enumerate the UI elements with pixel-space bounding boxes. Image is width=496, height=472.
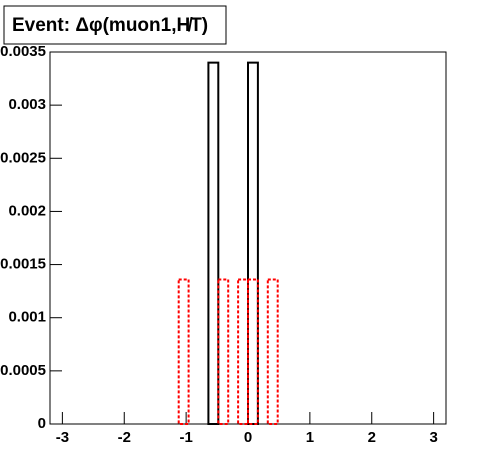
y-tick-label: 0.0015 — [0, 256, 46, 273]
x-tick-label: 0 — [244, 429, 252, 446]
x-tick-label: 3 — [429, 429, 437, 446]
y-tick-label: 0.002 — [8, 202, 46, 219]
histogram-bar — [207, 61, 220, 425]
x-tick-label: -2 — [118, 429, 131, 446]
histogram-bar — [247, 278, 259, 425]
title-box — [3, 5, 227, 45]
x-tick-label: 2 — [368, 429, 376, 446]
histogram-bar — [247, 61, 259, 425]
x-tick-label: -1 — [179, 429, 192, 446]
y-tick-label: 0.001 — [8, 309, 46, 326]
x-tick-label: 1 — [306, 429, 314, 446]
histogram-bar — [266, 278, 279, 425]
y-tick-label: 0.0035 — [0, 43, 46, 60]
y-tick-label: 0.0025 — [0, 149, 46, 166]
histogram-bar — [217, 278, 230, 425]
histogram-bar — [237, 278, 250, 425]
y-tick-label: 0.0005 — [0, 362, 46, 379]
x-tick-label: -3 — [56, 429, 69, 446]
y-tick-label: 0.003 — [8, 96, 46, 113]
chart-title: Event: Δφ(muon1,H̸T) — [12, 15, 208, 36]
histogram-bar — [177, 278, 190, 425]
y-tick-label: 0 — [38, 415, 46, 432]
